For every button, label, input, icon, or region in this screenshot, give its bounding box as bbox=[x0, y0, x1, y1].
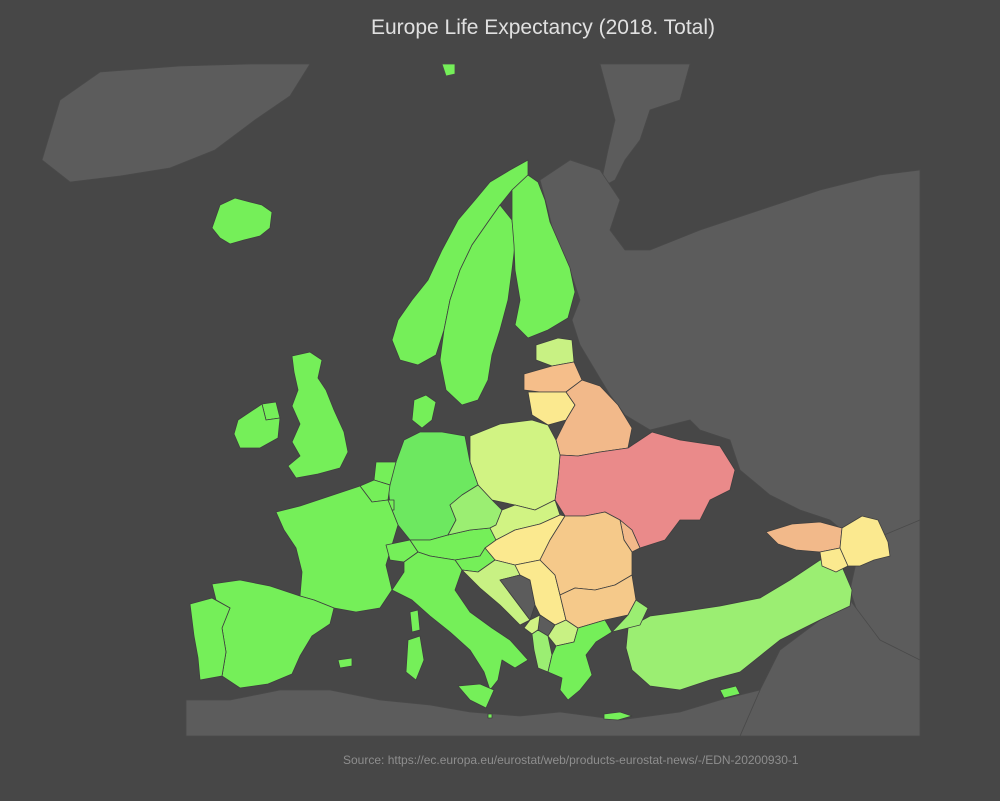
source-note: Source: https://ec.europa.eu/eurostat/we… bbox=[343, 753, 799, 767]
cyprus bbox=[719, 685, 741, 699]
finland bbox=[511, 174, 576, 339]
portugal bbox=[189, 597, 231, 681]
crete bbox=[603, 711, 633, 721]
page-title: Europe Life Expectancy (2018. Total) bbox=[371, 16, 715, 39]
greenland-landmass bbox=[41, 63, 311, 183]
sardinia bbox=[405, 635, 425, 681]
corsica bbox=[409, 609, 421, 633]
azerbaijan bbox=[839, 515, 891, 567]
denmark bbox=[411, 394, 437, 429]
turkey-thrace bbox=[611, 599, 649, 633]
balearics bbox=[337, 657, 353, 669]
ireland bbox=[233, 403, 281, 449]
sicily bbox=[457, 683, 495, 709]
middle-east-landmass bbox=[739, 599, 921, 737]
russia-landmass bbox=[539, 159, 921, 546]
turkey bbox=[625, 559, 853, 691]
novaya-zemlya-landmass bbox=[599, 63, 691, 189]
malta bbox=[487, 713, 493, 719]
italy bbox=[391, 551, 529, 691]
iceland bbox=[211, 197, 273, 245]
armenia bbox=[819, 547, 849, 573]
greece bbox=[547, 619, 613, 701]
sweden bbox=[439, 204, 516, 406]
united-kingdom bbox=[287, 351, 349, 479]
svalbard-landmass bbox=[441, 63, 456, 77]
north-africa-landmass bbox=[185, 689, 761, 737]
